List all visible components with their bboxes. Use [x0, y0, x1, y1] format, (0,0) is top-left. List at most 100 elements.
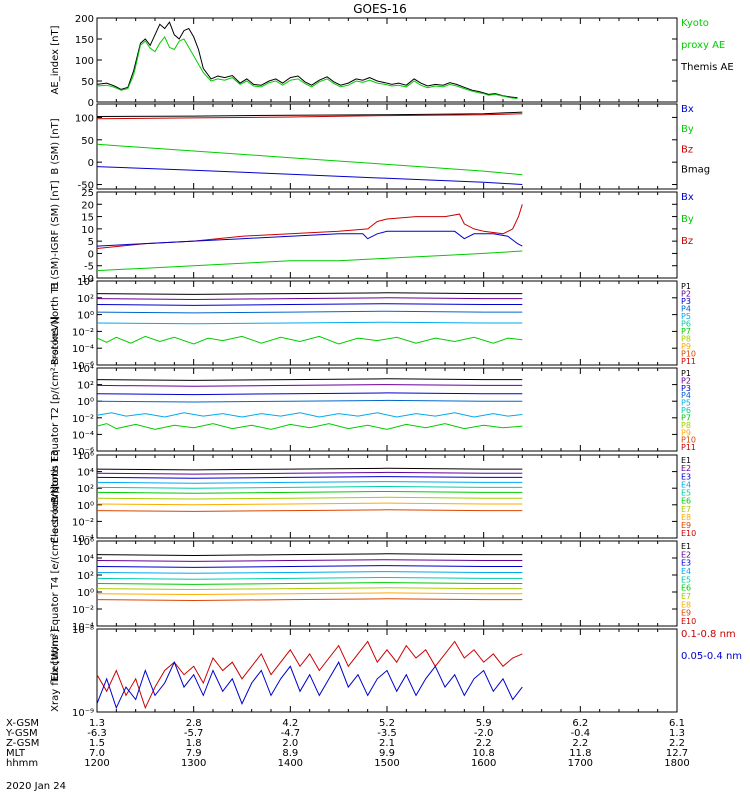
legend-entry: E1	[681, 456, 691, 465]
legend-entry: P8	[681, 335, 691, 344]
series-e6	[96, 490, 523, 494]
x-axis-value: 2.2	[572, 738, 588, 749]
series-p2	[96, 297, 523, 301]
legend-entry: P11	[681, 357, 696, 366]
series-p1	[96, 378, 523, 381]
x-axis-value: 1.8	[186, 738, 202, 749]
legend-entry: P11	[681, 443, 696, 452]
y-tick-label: 10⁶	[77, 537, 94, 548]
x-axis-value: 1.3	[89, 718, 105, 729]
series-e5	[96, 576, 523, 580]
y-axis-label: Electrons Equator T4 [e/(cm²-s-sr-keV)]	[50, 486, 61, 681]
series-e5	[96, 485, 523, 489]
y-tick-label: 10⁰	[77, 311, 94, 322]
y-axis-label: AE_index [nT]	[50, 25, 61, 94]
x-axis-value: -2.0	[474, 728, 494, 739]
legend-entry: Kyoto	[681, 18, 709, 29]
x-axis-value: 2.8	[186, 718, 202, 729]
x-axis-value: 9.9	[379, 748, 395, 759]
legend-entry: Bz	[681, 236, 693, 247]
legend-entry: P5	[681, 399, 691, 408]
y-tick-label: 10⁻⁶	[72, 447, 94, 458]
x-axis-value: -3.5	[377, 728, 397, 739]
y-axis-label: Electrons North T3	[50, 450, 61, 543]
series-bx	[96, 166, 523, 185]
legend-entry: E2	[681, 464, 691, 473]
legend-entry: P4	[681, 391, 691, 400]
series-p4	[96, 310, 523, 314]
panel-frame	[96, 454, 678, 539]
x-axis-value: 8.9	[282, 748, 298, 759]
x-axis-row-label: Z-GSM	[6, 738, 39, 749]
x-axis-value: -4.7	[281, 728, 301, 739]
x-axis-table: X-GSMY-GSMZ-GSMMLThhmm1.3-6.31.57.012002…	[5, 718, 690, 769]
x-axis-value: 1800	[664, 758, 689, 769]
y-tick-label: 10⁻⁶	[72, 361, 94, 372]
y-tick-label: 50	[81, 77, 94, 88]
legend-entry: P10	[681, 436, 696, 445]
legend-entry: P10	[681, 350, 696, 359]
x-axis-value: 12.7	[666, 748, 688, 759]
legend-entry: E10	[681, 617, 696, 626]
series-e2	[96, 559, 523, 562]
series-e4	[96, 481, 523, 484]
y-tick-label: -10	[78, 274, 94, 285]
series-bx	[96, 230, 523, 247]
x-axis-value: -5.7	[184, 728, 204, 739]
y-tick-label: 10⁰	[77, 501, 94, 512]
x-axis-value: 7.9	[186, 748, 202, 759]
date-label: 2020 Jan 24	[6, 781, 66, 792]
panel-8: 10⁻⁸ 10⁻⁹ Xray flux [W/m²] 0.1-0.8 nm 0.05-0…	[50, 625, 742, 719]
legend-entry: Bx	[681, 192, 694, 203]
y-tick-label: 10⁻⁴	[72, 344, 94, 355]
series-e4	[96, 571, 523, 574]
x-axis-value: 10.8	[473, 748, 495, 759]
series-themis-ae	[96, 21, 518, 99]
panel-7: 10⁶ 10⁴ 10² 10⁰ 10⁻² 10⁻⁴ Electrons Equator T4…	[50, 486, 696, 681]
x-axis-value: 2.2	[669, 738, 685, 749]
x-axis-value: 2.1	[379, 738, 395, 749]
y-tick-label: -5	[84, 262, 94, 273]
y-tick-label: 10⁴	[77, 468, 94, 479]
y-tick-label: 10⁻⁴	[72, 622, 94, 633]
y-tick-label: 100	[75, 113, 94, 124]
legend-entry: P1	[681, 282, 691, 291]
x-axis-value: -0.4	[571, 728, 591, 739]
series-by	[96, 143, 523, 176]
legend-entry: 0.1-0.8 nm	[681, 629, 736, 640]
y-tick-label: 10⁻⁴	[72, 430, 94, 441]
figure-title: GOES-16	[353, 2, 407, 16]
series-e3	[96, 476, 523, 479]
series-kyoto-proxy-ae	[96, 35, 518, 100]
y-axis-label: B (SM)-IGRF (SM) [nT]	[50, 180, 61, 289]
y-tick-label: 0	[88, 249, 94, 260]
x-axis-row-label: hhmm	[6, 758, 38, 769]
legend-entry: E8	[681, 600, 691, 609]
legend-entry: P2	[681, 290, 691, 299]
y-tick-label: 10⁶	[77, 451, 94, 462]
series-p6	[96, 335, 523, 345]
y-tick-label: 0	[88, 98, 94, 109]
x-axis-value: 6.1	[669, 718, 685, 729]
y-tick-label: 10⁴	[77, 554, 94, 565]
x-axis-value: 1.3	[669, 728, 685, 739]
y-tick-label: 10²	[77, 381, 94, 392]
legend-entry: P3	[681, 297, 691, 306]
x-axis-value: 1600	[471, 758, 496, 769]
x-axis-value: 5.9	[476, 718, 492, 729]
legend-entry: E2	[681, 550, 691, 559]
y-axis-label: B (SM) [nT]	[50, 118, 61, 174]
legend-entry: P5	[681, 312, 691, 321]
y-tick-label: 50	[81, 136, 94, 147]
legend-entry: E4	[681, 567, 691, 576]
legend-entry: P7	[681, 413, 691, 422]
y-tick-label: 10²	[77, 484, 94, 495]
series-0-05-0-4-nm	[96, 660, 523, 710]
legend-entry: Bmag	[681, 165, 710, 176]
x-axis-value: -6.3	[87, 728, 107, 739]
y-axis-label: Protons Equator T2 [p/(cm²-s-sr-keV)]	[50, 316, 61, 503]
legend-entry: Bx	[681, 104, 694, 115]
y-tick-label: 10⁻²	[72, 517, 94, 528]
legend-entry: E9	[681, 609, 691, 618]
